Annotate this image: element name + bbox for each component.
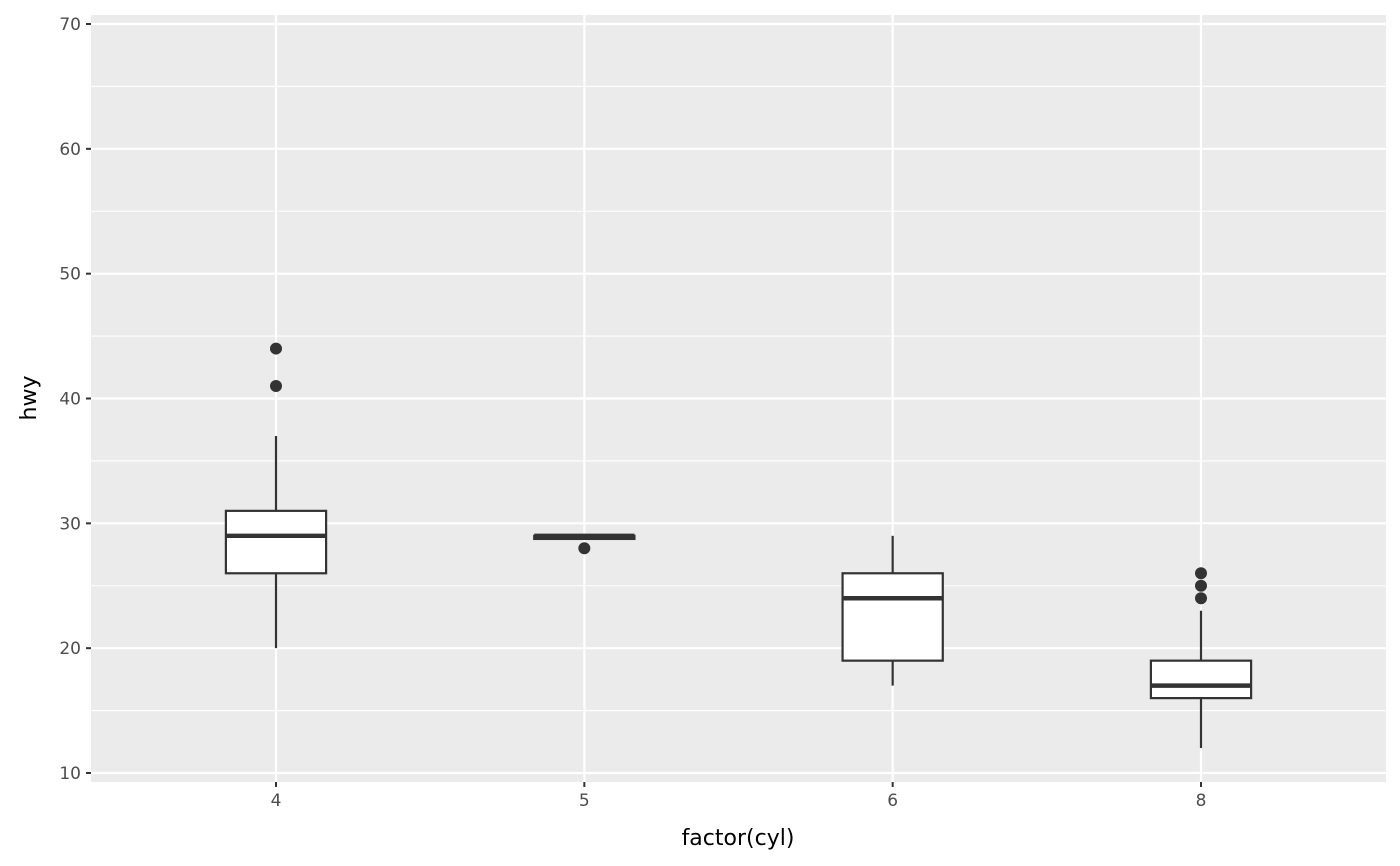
box-marks bbox=[224, 342, 1253, 749]
outlier-point bbox=[270, 380, 282, 393]
y-tick-label: 70 bbox=[59, 15, 81, 35]
y-tick-label: 50 bbox=[59, 265, 81, 285]
box-8 bbox=[1149, 659, 1253, 700]
x-tick-label: 8 bbox=[1196, 791, 1207, 811]
x-tick-label: 5 bbox=[579, 791, 590, 811]
y-tick-label: 60 bbox=[59, 140, 81, 160]
outlier-point bbox=[1195, 579, 1207, 592]
axes: 10 20 30 40 50 60 70 4 5 6 8 bbox=[59, 15, 1206, 811]
y-axis-title: hwy bbox=[17, 376, 42, 421]
y-tick-label: 40 bbox=[59, 390, 81, 410]
y-tick-label: 30 bbox=[59, 514, 81, 534]
box-6 bbox=[841, 572, 944, 662]
box-4 bbox=[224, 509, 328, 575]
outlier-point bbox=[1195, 567, 1207, 580]
x-tick-label: 4 bbox=[271, 791, 282, 811]
x-tick-label: 6 bbox=[887, 791, 898, 811]
outlier-point bbox=[1195, 592, 1207, 605]
x-axis-title: factor(cyl) bbox=[682, 826, 795, 851]
outlier-point bbox=[270, 342, 282, 355]
y-tick-label: 20 bbox=[59, 639, 81, 659]
y-tick-label: 10 bbox=[59, 764, 81, 784]
outlier-point bbox=[578, 542, 591, 555]
